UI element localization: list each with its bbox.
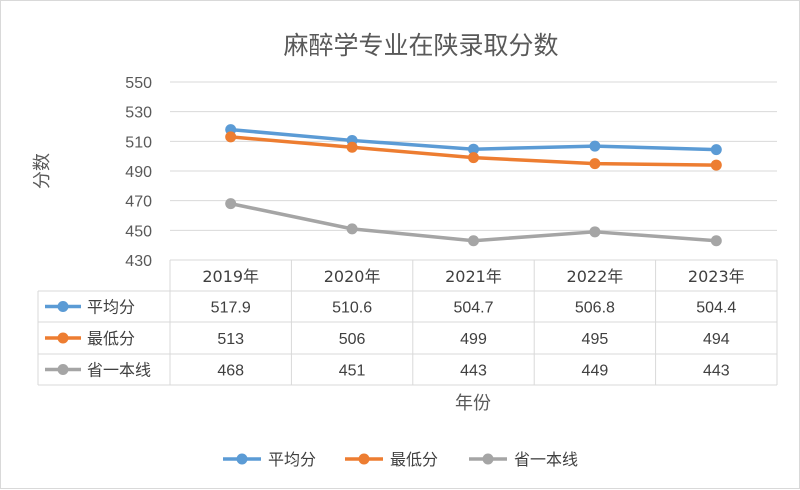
table-cell: 494 bbox=[703, 331, 730, 348]
table-cell: 504.4 bbox=[696, 300, 736, 317]
table-cell: 510.6 bbox=[332, 300, 372, 317]
table-row-label: 最低分 bbox=[87, 329, 135, 348]
legend-item: 最低分 bbox=[345, 450, 438, 469]
data-point bbox=[346, 141, 358, 153]
series-lines bbox=[225, 124, 722, 247]
table-cell: 443 bbox=[703, 363, 730, 380]
legend-label: 最低分 bbox=[390, 450, 438, 469]
data-point bbox=[346, 223, 358, 235]
data-point bbox=[589, 140, 601, 152]
y-tick-label: 430 bbox=[125, 253, 152, 270]
series-line bbox=[230, 201, 717, 243]
data-point bbox=[468, 143, 479, 155]
x-axis-label: 年份 bbox=[455, 393, 491, 414]
table-cell: 506.8 bbox=[575, 300, 615, 317]
y-tick-label: 490 bbox=[125, 164, 152, 181]
y-tick-label: 510 bbox=[125, 134, 152, 151]
table-legend-marker bbox=[57, 301, 69, 312]
table-cell: 513 bbox=[217, 331, 244, 348]
data-point bbox=[710, 235, 722, 247]
data-point bbox=[468, 152, 479, 164]
x-tick-label: 2022年 bbox=[567, 267, 624, 286]
data-point bbox=[710, 159, 722, 171]
data-point bbox=[225, 198, 237, 210]
legend-label: 省一本线 bbox=[514, 450, 578, 469]
y-tick-label: 530 bbox=[125, 105, 152, 122]
y-tick-label: 470 bbox=[125, 194, 152, 211]
x-tick-label: 2019年 bbox=[202, 267, 259, 286]
x-tick-label: 2020年 bbox=[324, 267, 381, 286]
y-tick-label: 550 bbox=[125, 75, 152, 92]
gridlines bbox=[170, 81, 777, 261]
legend-marker bbox=[358, 453, 370, 465]
legend-item: 平均分 bbox=[223, 450, 316, 469]
table-cell: 504.7 bbox=[453, 300, 493, 317]
table-cell: 517.9 bbox=[211, 300, 251, 317]
legend-item: 省一本线 bbox=[469, 450, 578, 469]
legend: 平均分 最低分 省一本线 bbox=[223, 450, 578, 469]
chart-title: 麻醉学专业在陕录取分数 bbox=[283, 31, 558, 60]
series-2 bbox=[225, 131, 722, 171]
table-cell: 506 bbox=[339, 331, 366, 348]
table-legend-marker bbox=[57, 332, 69, 344]
table-legend-marker bbox=[57, 364, 69, 375]
series-3 bbox=[225, 198, 722, 247]
legend-marker bbox=[236, 453, 248, 465]
table-cell: 449 bbox=[582, 363, 609, 380]
data-point bbox=[710, 144, 722, 156]
data-point bbox=[589, 226, 601, 238]
legend-marker bbox=[482, 453, 494, 465]
x-tick-label: 2021年 bbox=[445, 267, 502, 286]
data-point bbox=[589, 158, 601, 170]
table-cell: 495 bbox=[582, 331, 609, 348]
table-cell: 451 bbox=[339, 363, 366, 380]
data-point bbox=[225, 131, 237, 143]
x-tick-label: 2023年 bbox=[688, 267, 745, 286]
y-tick-label: 450 bbox=[125, 223, 152, 240]
y-axis-label: 分数 bbox=[32, 153, 53, 189]
y-tick-labels: 430 450 470 490 510 530 550 bbox=[125, 75, 152, 270]
table-cell: 443 bbox=[460, 363, 487, 380]
series-1 bbox=[225, 124, 722, 156]
table-cell: 499 bbox=[460, 331, 487, 348]
table-row-label: 平均分 bbox=[87, 298, 135, 317]
data-point bbox=[468, 235, 479, 247]
legend-label: 平均分 bbox=[268, 450, 316, 469]
table-row-label: 省一本线 bbox=[87, 361, 151, 380]
table-cell: 468 bbox=[217, 363, 244, 380]
